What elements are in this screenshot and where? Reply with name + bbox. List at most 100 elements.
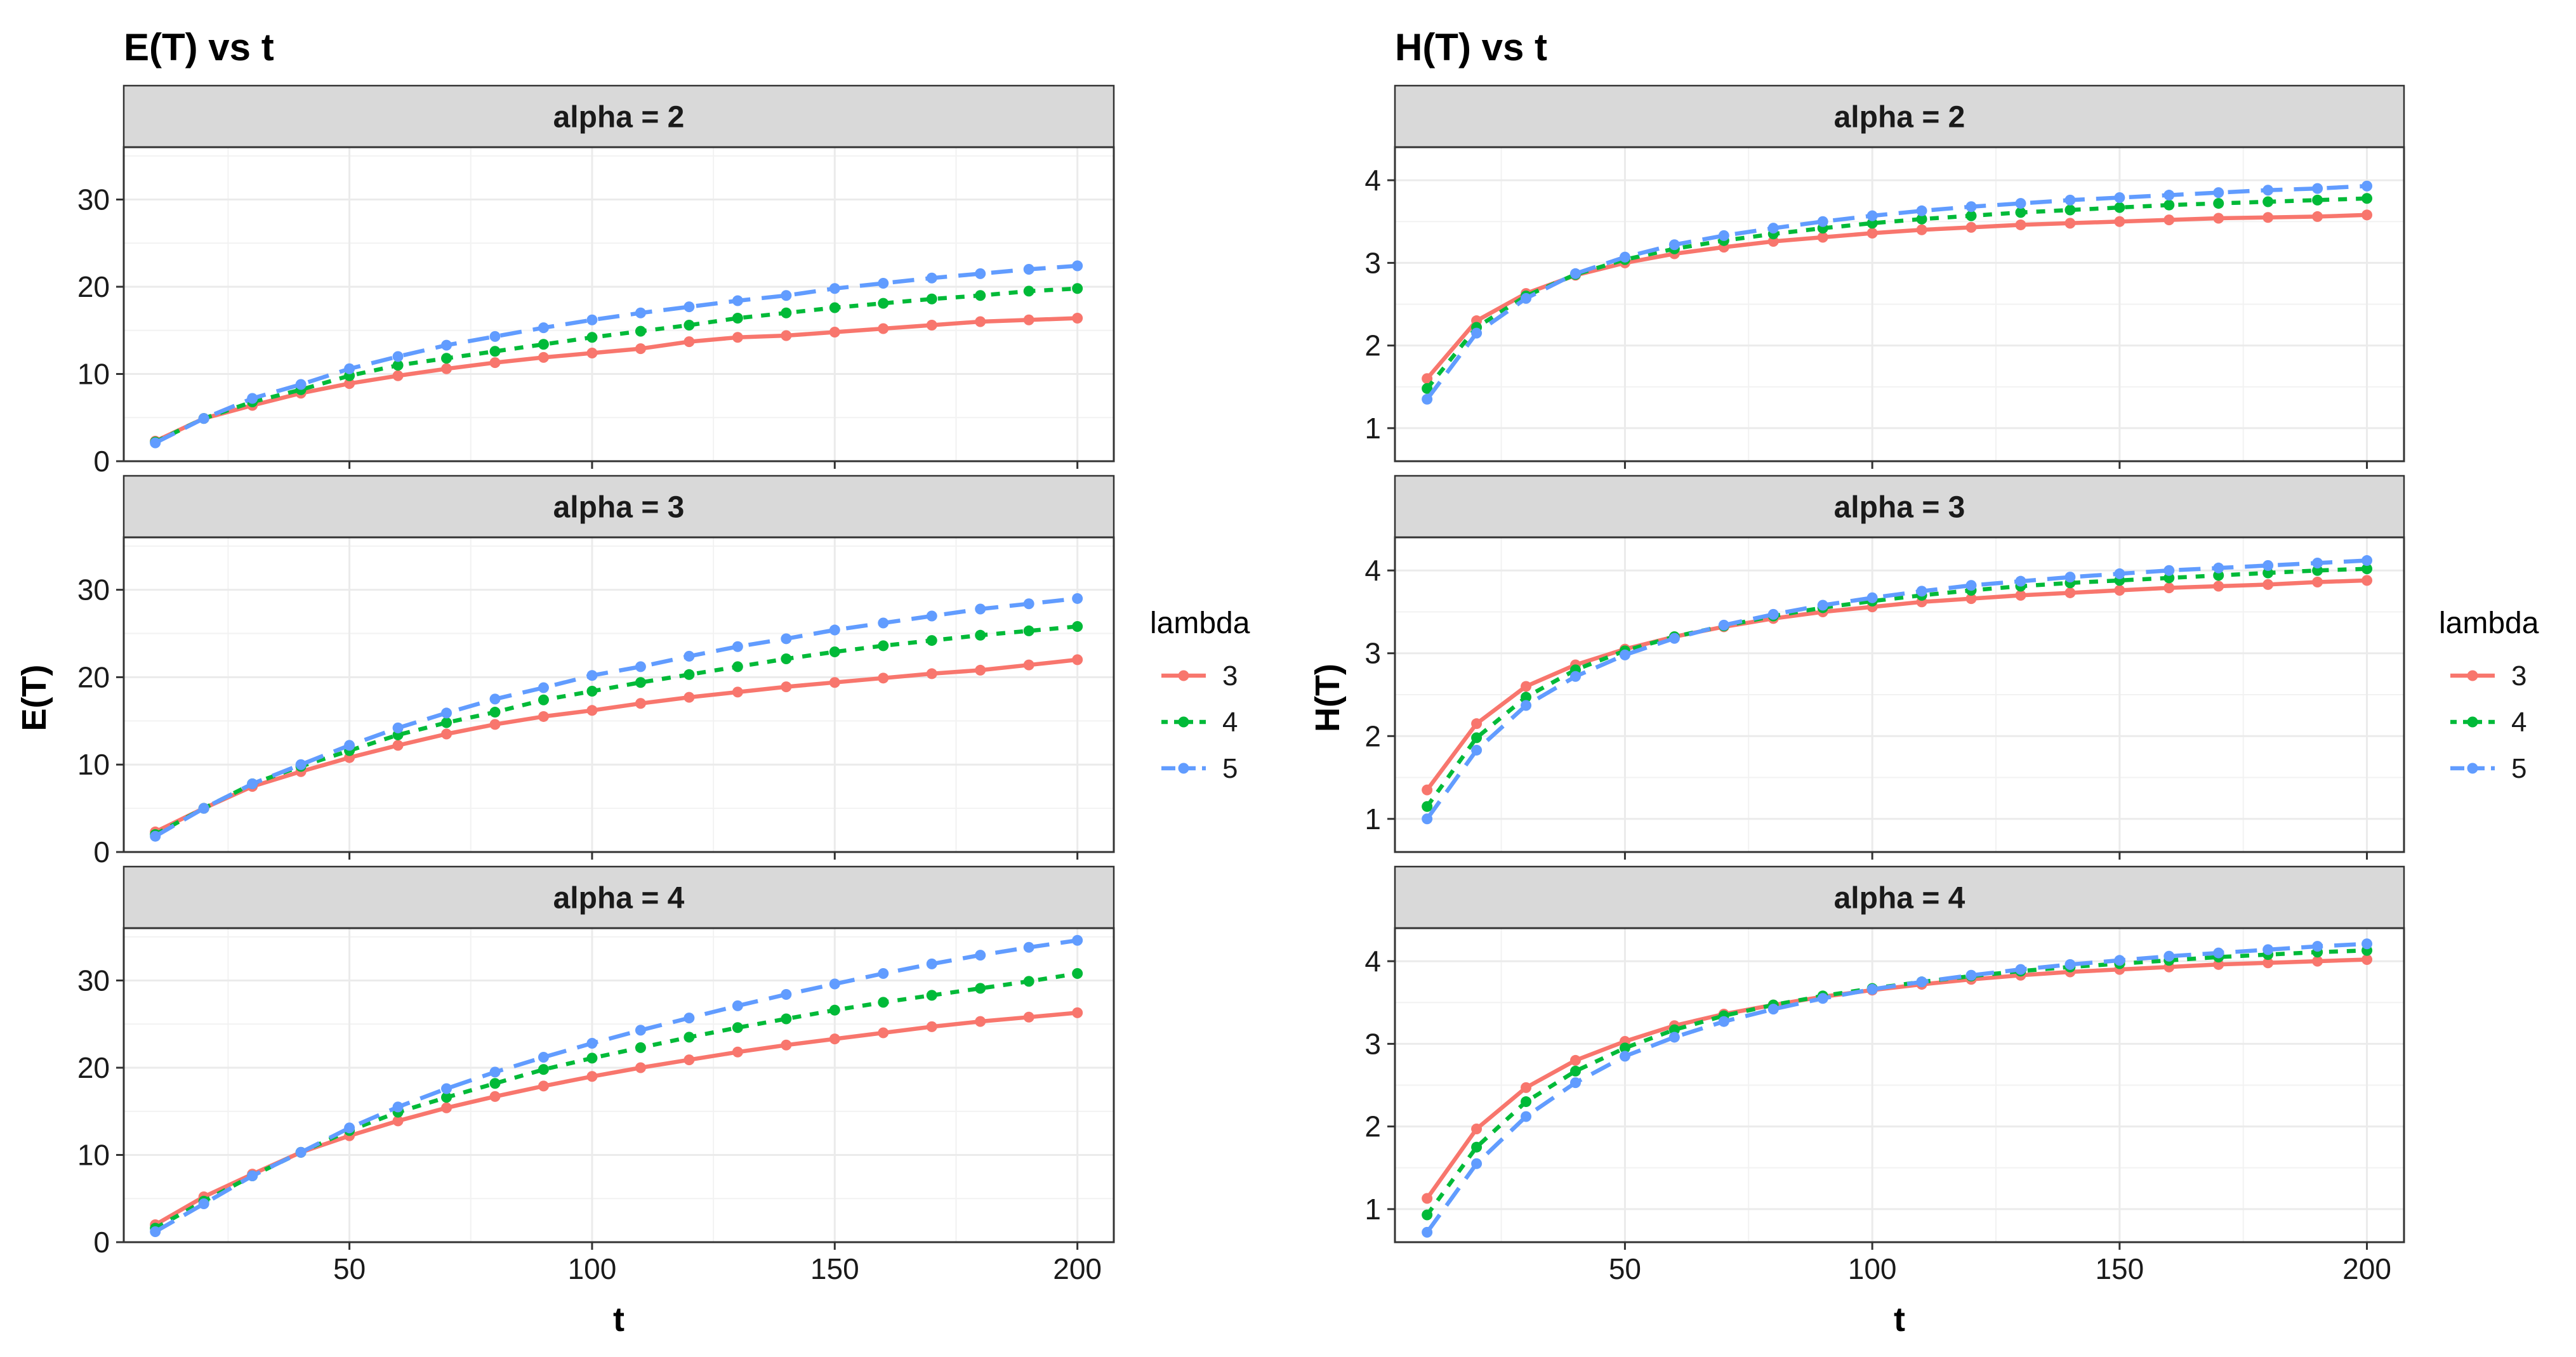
data-point-lambda-3 [489,357,501,369]
data-point-lambda-5 [392,351,404,362]
data-point-lambda-5 [538,322,549,334]
data-point-lambda-4 [441,1092,452,1103]
panel-2: alpha = 3 0 10 20 30 [77,475,1115,869]
facet-strip-label: alpha = 3 [553,491,685,525]
data-point-lambda-3 [2262,212,2274,223]
data-point-lambda-5 [344,740,355,751]
data-point-lambda-4 [1619,1042,1630,1054]
facet-strip-label: alpha = 3 [1834,491,1965,525]
data-point-lambda-5 [392,722,404,733]
chart-title: E(T) vs t [124,26,274,69]
data-point-lambda-5 [2312,557,2323,568]
facet-strip [1394,475,2405,539]
data-point-lambda-5 [2213,187,2224,199]
data-point-lambda-5 [1471,327,1483,339]
data-point-lambda-5 [295,379,307,390]
y-tick-label: 30 [77,183,110,216]
series-line-lambda-5 [154,938,1078,1234]
data-point-lambda-3 [878,323,889,334]
data-point-lambda-3 [586,348,598,358]
data-point-lambda-5 [2015,198,2026,209]
data-point-lambda-5 [781,290,792,301]
data-point-lambda-5 [2213,562,2224,574]
data-point-lambda-3 [2312,211,2323,222]
data-point-lambda-4 [2312,194,2323,206]
data-point-lambda-4 [732,661,743,672]
y-tick-label: 20 [77,1051,110,1084]
data-point-lambda-5 [975,603,986,615]
data-point-lambda-5 [1767,608,1779,620]
data-point-lambda-5 [1866,210,1878,221]
y-tick-label: 0 [93,836,110,869]
panel-1: alpha = 2 0 10 20 30 [77,84,1115,478]
data-point-lambda-3 [829,677,840,688]
series-line-lambda-4 [154,971,1078,1230]
data-point-lambda-4 [926,635,937,646]
data-point-lambda-4 [684,320,695,331]
data-point-lambda-5 [926,610,937,622]
data-point-lambda-5 [150,830,161,842]
data-point-lambda-5 [1718,1016,1729,1027]
x-axis-label: t [613,1301,624,1339]
y-tick-label: 4 [1364,164,1381,197]
y-tick-label: 10 [77,748,110,781]
data-point-lambda-4 [781,307,792,318]
data-point-lambda-3 [781,330,792,341]
data-point-lambda-3 [586,1071,598,1082]
data-point-lambda-3 [2213,213,2224,224]
data-point-lambda-5 [1817,216,1828,227]
data-point-lambda-3 [2213,580,2224,592]
data-point-lambda-5 [1619,1051,1630,1062]
facet-strip-label: alpha = 4 [1834,882,1965,915]
data-point-lambda-5 [1422,813,1433,825]
data-point-lambda-5 [1569,1077,1581,1089]
panel-1: alpha = 2 1 2 3 4 [1364,84,2405,469]
y-tick-label: 4 [1364,945,1381,978]
data-point-lambda-4 [1521,1096,1532,1108]
data-point-lambda-4 [878,298,889,309]
data-point-lambda-5 [2163,565,2175,576]
legend-key-point-lambda-3 [1178,670,1189,681]
series-line-lambda-5 [154,263,1078,445]
x-tick-label: 100 [568,1252,617,1285]
data-point-lambda-5 [2262,944,2274,955]
data-point-lambda-3 [781,681,792,693]
data-point-lambda-4 [781,653,792,665]
data-point-lambda-4 [2213,570,2224,581]
x-tick-label: 100 [1848,1252,1897,1285]
data-point-lambda-3 [926,320,937,331]
data-point-lambda-4 [489,707,501,718]
data-point-lambda-5 [635,307,646,318]
data-point-lambda-3 [1471,1124,1483,1135]
data-point-lambda-3 [2114,216,2125,227]
data-point-lambda-5 [1916,976,1927,988]
data-point-lambda-4 [829,302,840,313]
data-point-lambda-5 [2361,555,2373,567]
data-point-lambda-4 [1471,1141,1483,1153]
x-tick-label: 150 [810,1252,859,1285]
data-point-lambda-5 [829,283,840,294]
data-point-lambda-3 [1521,1082,1532,1093]
data-point-lambda-3 [2163,582,2175,594]
data-point-lambda-3 [635,343,646,355]
data-point-lambda-5 [635,1025,646,1036]
data-point-lambda-3 [2262,579,2274,590]
data-point-lambda-3 [975,1016,986,1027]
data-point-lambda-5 [2114,568,2125,579]
data-point-lambda-5 [1916,205,1927,216]
data-point-lambda-4 [732,1022,743,1033]
panel-3: alpha = 4 1 2 3 4 [1364,865,2405,1250]
series-line-lambda-5 [1425,941,2367,1234]
y-axis-label: H(T) [1309,664,1347,732]
y-tick-label: 10 [77,358,110,391]
data-point-lambda-4 [538,694,549,705]
data-point-lambda-5 [2114,192,2125,203]
data-point-lambda-5 [829,978,840,990]
data-point-lambda-3 [538,711,549,722]
y-tick-label: 20 [77,270,110,303]
data-point-lambda-5 [1619,649,1630,660]
data-point-lambda-5 [926,958,937,969]
y-tick-label: 4 [1364,554,1381,587]
data-point-lambda-3 [392,370,404,381]
